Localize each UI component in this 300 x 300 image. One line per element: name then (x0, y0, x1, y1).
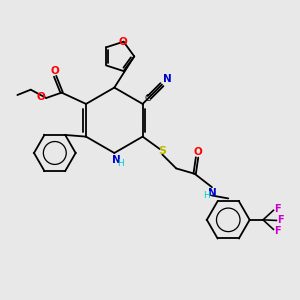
Text: N: N (163, 74, 172, 84)
Text: O: O (193, 147, 202, 157)
Text: O: O (50, 66, 59, 76)
Text: H: H (118, 159, 124, 168)
Text: C: C (145, 94, 151, 103)
Text: H: H (203, 191, 210, 200)
Text: S: S (158, 146, 166, 157)
Text: F: F (277, 215, 284, 225)
Text: N: N (208, 188, 216, 197)
Text: O: O (37, 92, 45, 101)
Text: F: F (274, 226, 280, 236)
Text: N: N (112, 154, 121, 164)
Text: F: F (274, 204, 280, 214)
Text: O: O (118, 37, 127, 47)
